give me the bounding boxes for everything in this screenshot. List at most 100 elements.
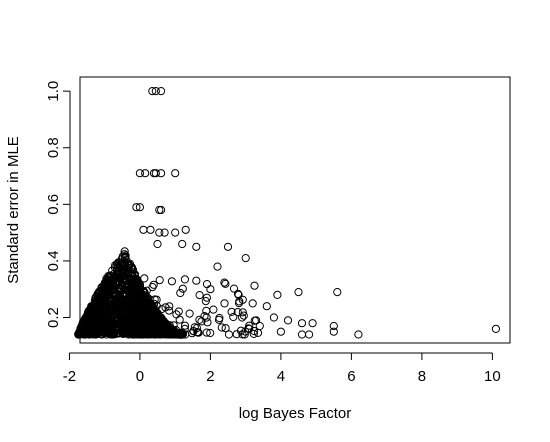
data-point xyxy=(155,228,164,237)
data-point xyxy=(140,274,149,283)
data-point xyxy=(151,87,160,96)
x-tick-label: 2 xyxy=(206,368,214,385)
x-axis-label: log Bayes Factor xyxy=(239,405,352,422)
data-point xyxy=(233,308,242,317)
data-point xyxy=(137,318,146,327)
data-point xyxy=(229,312,238,322)
data-point xyxy=(220,278,229,287)
data-point xyxy=(152,313,161,322)
data-point xyxy=(308,319,317,328)
y-axis: 0.2 0.4 0.6 0.8 1.0 xyxy=(45,81,71,328)
data-point xyxy=(245,324,254,333)
data-point xyxy=(99,320,108,329)
data-point xyxy=(224,330,234,339)
data-point xyxy=(171,228,180,237)
data-point xyxy=(297,330,307,339)
y-axis-label: Standard error in MLE xyxy=(5,136,22,284)
data-point xyxy=(157,169,166,178)
data-point xyxy=(129,303,138,312)
data-point xyxy=(269,313,278,322)
data-point xyxy=(80,330,89,339)
data-point xyxy=(174,307,183,316)
data-point xyxy=(102,330,111,339)
points-layer xyxy=(74,87,500,339)
y-tick-label: 1.0 xyxy=(45,81,62,102)
data-point xyxy=(297,319,307,328)
data-point xyxy=(124,259,133,268)
data-point xyxy=(185,309,194,318)
data-point xyxy=(135,169,144,178)
data-point xyxy=(109,290,118,299)
data-point xyxy=(151,169,160,178)
data-point xyxy=(491,324,500,333)
data-point xyxy=(262,302,271,311)
data-point xyxy=(80,320,89,329)
data-point xyxy=(192,242,201,251)
y-tick-label: 0.2 xyxy=(45,307,62,328)
data-point xyxy=(74,330,83,339)
data-point xyxy=(206,285,215,294)
data-point xyxy=(152,295,161,304)
data-point xyxy=(149,280,158,289)
data-point xyxy=(354,330,363,339)
data-point xyxy=(148,87,157,96)
data-point xyxy=(90,320,99,330)
data-point xyxy=(128,301,137,311)
data-point xyxy=(214,315,224,324)
data-point xyxy=(118,267,127,276)
data-point xyxy=(108,329,117,338)
data-point xyxy=(81,326,90,335)
data-point xyxy=(157,305,166,314)
data-point xyxy=(107,301,116,310)
data-point xyxy=(223,242,233,251)
data-point xyxy=(83,325,92,334)
data-point xyxy=(144,299,154,308)
data-point xyxy=(118,304,127,313)
data-point xyxy=(209,305,218,314)
data-point xyxy=(148,308,157,317)
data-point xyxy=(252,316,261,325)
data-point xyxy=(146,225,155,234)
data-point xyxy=(194,328,203,337)
data-point xyxy=(305,330,314,339)
x-tick-label: 10 xyxy=(484,368,501,385)
data-point xyxy=(178,284,187,293)
data-point xyxy=(227,307,236,316)
data-point xyxy=(166,330,175,339)
data-point xyxy=(165,321,174,330)
data-point xyxy=(180,324,189,333)
x-tick-label: 4 xyxy=(277,368,285,385)
data-point xyxy=(124,273,133,282)
data-point xyxy=(113,308,122,318)
data-point xyxy=(234,290,243,299)
data-point xyxy=(180,275,189,284)
data-point xyxy=(189,327,198,336)
data-point xyxy=(87,310,97,319)
x-axis: -2 0 2 4 6 8 10 xyxy=(63,352,501,385)
data-point xyxy=(123,326,132,335)
data-point xyxy=(190,323,199,332)
data-point xyxy=(149,310,158,319)
data-point xyxy=(276,327,285,336)
y-tick-label: 0.8 xyxy=(45,137,62,158)
data-point xyxy=(86,309,95,318)
data-point xyxy=(144,330,153,339)
data-point xyxy=(157,87,166,96)
data-point xyxy=(238,295,247,304)
data-point xyxy=(176,288,185,298)
data-point xyxy=(239,311,248,320)
data-point xyxy=(236,326,246,335)
data-point xyxy=(255,321,264,331)
data-point xyxy=(132,203,141,212)
data-point xyxy=(201,297,210,306)
data-point xyxy=(115,262,125,271)
data-point xyxy=(157,205,166,215)
data-point xyxy=(95,301,104,310)
data-point xyxy=(273,290,282,299)
data-point xyxy=(248,299,257,308)
data-point xyxy=(138,290,147,299)
data-point xyxy=(111,295,121,304)
x-tick-label: 8 xyxy=(418,368,426,385)
data-point xyxy=(134,325,143,334)
data-point xyxy=(195,291,204,300)
